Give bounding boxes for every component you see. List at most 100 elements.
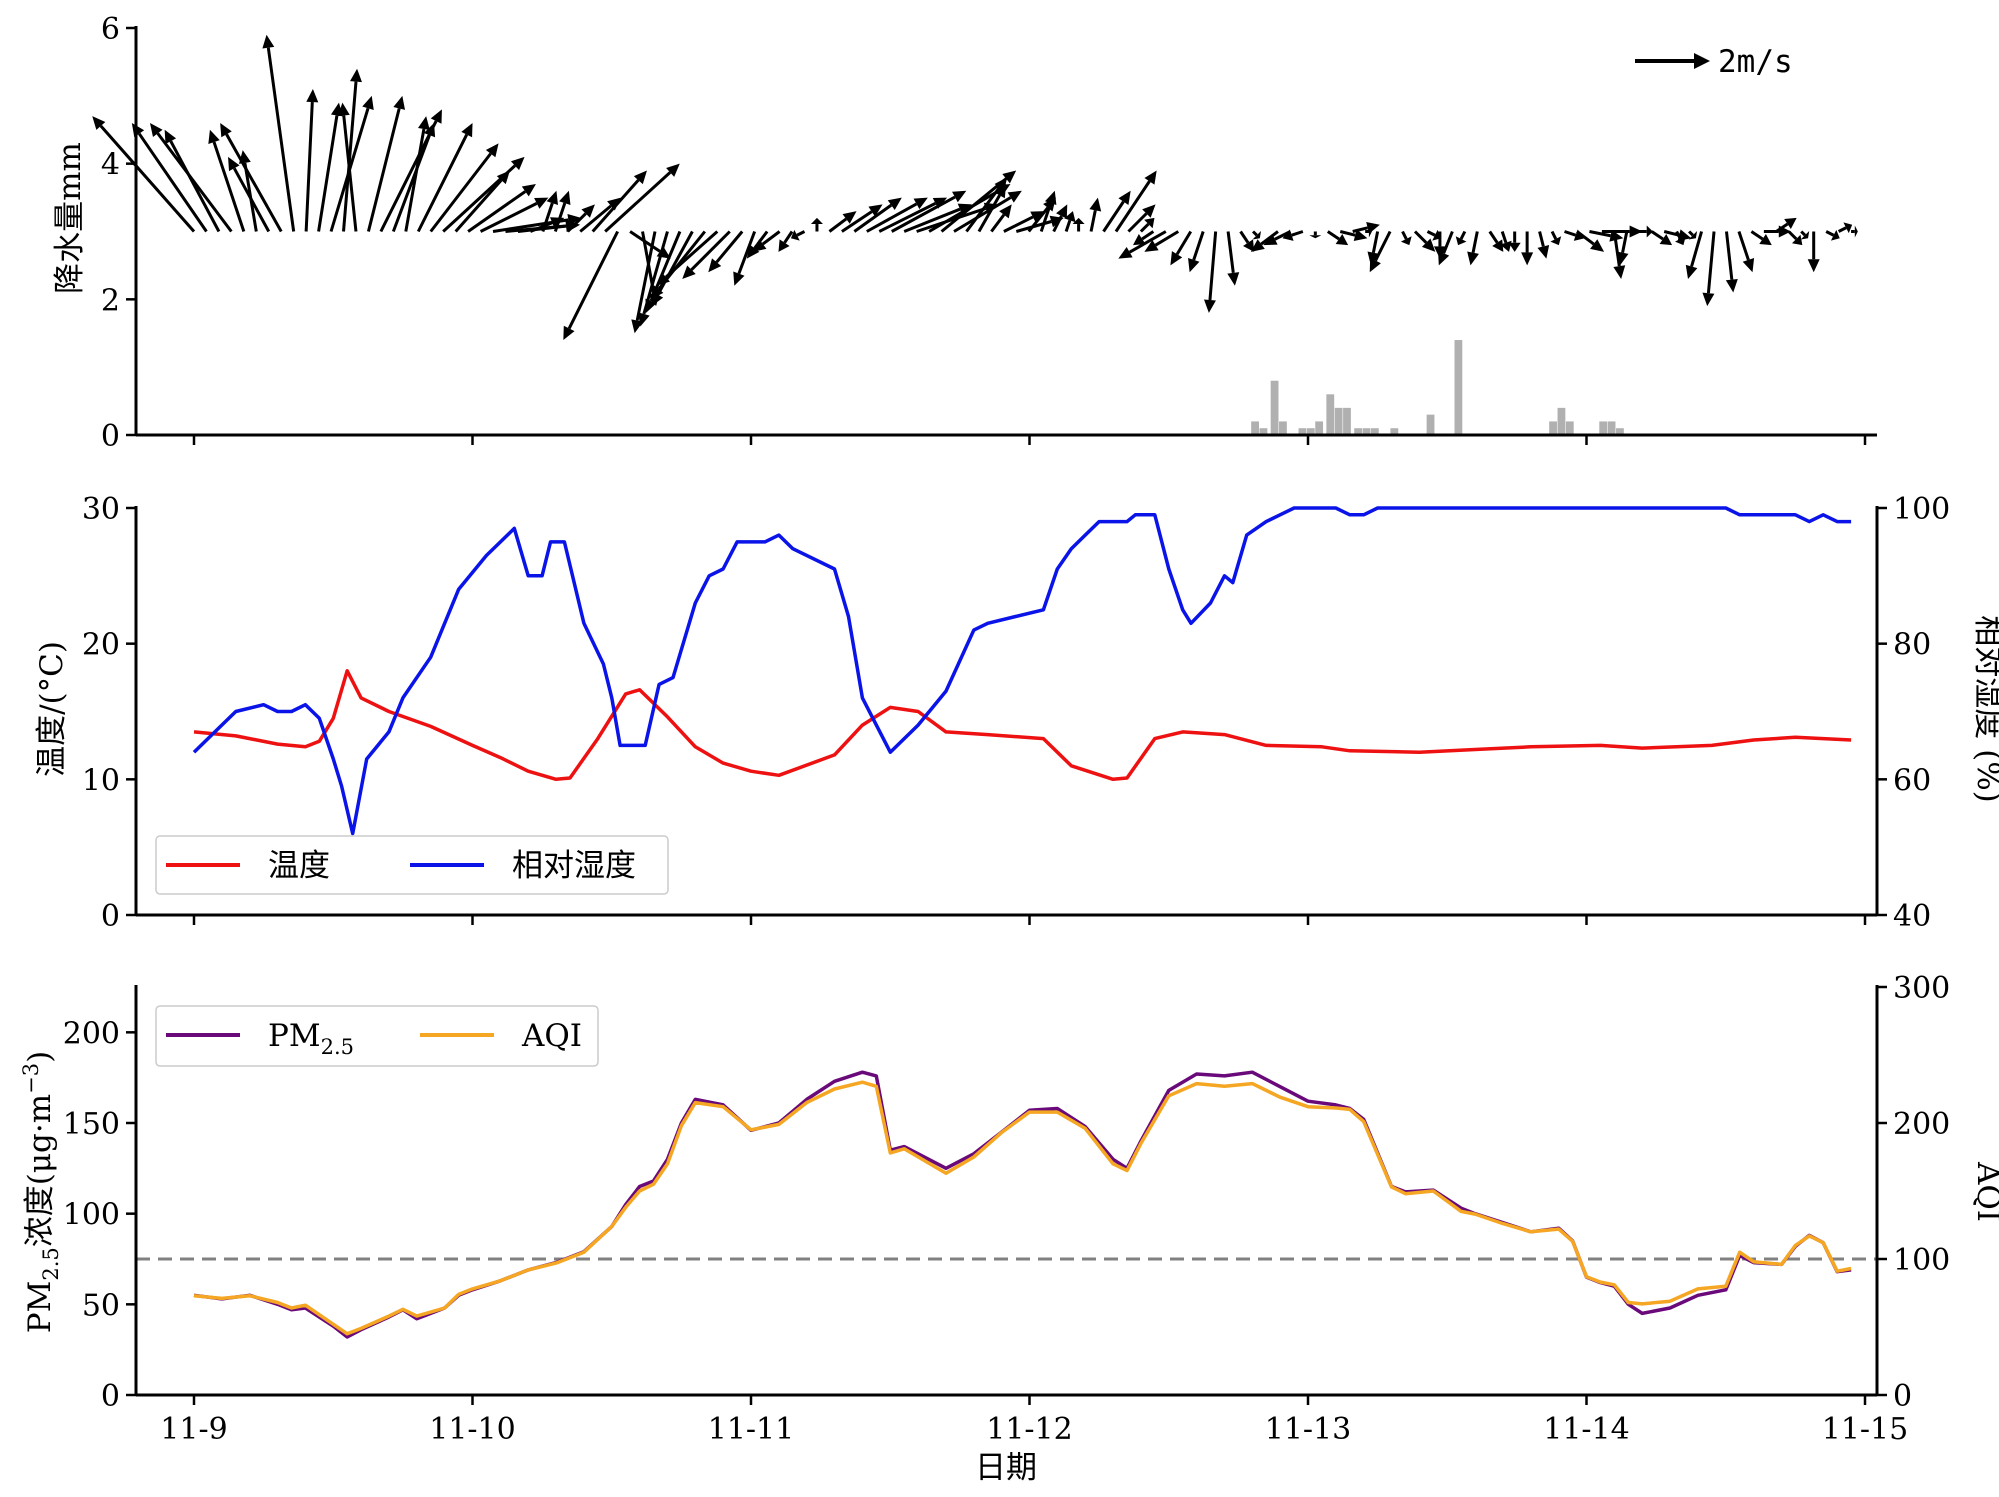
wind-arrowhead (999, 204, 1012, 219)
y-tick-label: 20 (82, 628, 120, 663)
wind-arrow (304, 101, 314, 232)
wind-arrowhead (164, 129, 177, 145)
wind-arrowhead (887, 197, 902, 211)
wind-arrowhead (1688, 230, 1698, 240)
wind-arrow (928, 189, 1001, 233)
precip-bar (1343, 407, 1351, 435)
precip-bar (1270, 380, 1279, 435)
wind-arrow (454, 179, 503, 233)
precip-bar (1306, 428, 1315, 435)
wind-arrow (1550, 230, 1558, 240)
wind-arrow (1064, 219, 1072, 232)
x-tick-label: 11-14 (1543, 1412, 1629, 1447)
series-line (192, 506, 1852, 836)
x-tick-label: 11-13 (1265, 1412, 1351, 1447)
wind-arrow (690, 230, 731, 271)
wind-arrowhead (1500, 240, 1512, 252)
wind-arrow (878, 202, 937, 233)
series-line (193, 1080, 1852, 1336)
wind-arrow (342, 115, 358, 232)
wind-arrow (99, 124, 196, 233)
precip-bar (1426, 414, 1435, 435)
wind-arrowhead (1521, 252, 1534, 266)
wind-arrowhead (208, 129, 220, 144)
precip-bar (1390, 428, 1399, 435)
y2-tick-label: 40 (1893, 899, 1931, 934)
y-tick-label: 30 (82, 492, 120, 527)
wind-arrow (1724, 231, 1734, 280)
wind-arrowhead (1508, 242, 1521, 252)
wind-arrow (1825, 230, 1835, 237)
wind-arrow (1192, 231, 1205, 261)
wind-arrow (1003, 215, 1034, 233)
precip-bar (1549, 421, 1557, 435)
wind-arrow (266, 47, 296, 232)
wind-arrowhead (417, 116, 430, 131)
panel1-axes: 0 2 4 6 (101, 12, 1877, 454)
wind-arrow (1459, 230, 1467, 240)
wind-arrowhead (1144, 170, 1157, 185)
wind-arrow (1089, 210, 1097, 232)
wind-arrow (1688, 230, 1694, 237)
aqi-y-label: AQI (1970, 1161, 1999, 1222)
precip-bar (1370, 428, 1379, 435)
legend-box (155, 1005, 599, 1067)
wind-arrowhead (1843, 222, 1853, 234)
panel2-axes: 0 10 20 30 40 60 80 100 (82, 492, 1950, 934)
wind-arrow (391, 134, 431, 233)
wind-arrowhead (1492, 239, 1504, 252)
x-axis-label: 日期 (975, 1450, 1037, 1486)
wind-arrow (416, 133, 469, 233)
wind-arrowhead (778, 239, 790, 252)
wind-arrowhead (461, 122, 473, 138)
panel-temperature-humidity: 0 10 20 30 40 60 80 100 温度/(°C) 相对湿度 (%) 温度 相对湿… (34, 492, 1999, 934)
wind-arrowhead (1455, 236, 1467, 246)
wind-arrow (225, 133, 283, 233)
legend-label-aqi: AQI (521, 1018, 582, 1054)
series-line (193, 669, 1852, 782)
wind-arrow (953, 196, 1012, 233)
precip-bar (1362, 428, 1371, 435)
wind-arrowhead (1613, 265, 1626, 279)
wind-arrow (156, 132, 233, 233)
panel-precipitation-wind: 2m/s 0 2 4 6 降水量mm (52, 12, 1877, 454)
wind-arrow (1538, 231, 1545, 247)
wind-arrow (604, 171, 672, 233)
wind-arrow (1208, 231, 1218, 301)
wind-arrowhead (1170, 251, 1183, 266)
precip-bar (1279, 421, 1287, 435)
precip-bar (1259, 428, 1268, 435)
wind-arrowhead (1309, 235, 1322, 239)
wind-arrow (635, 231, 657, 321)
wind-arrowhead (485, 143, 499, 158)
wind-arrowhead (952, 190, 967, 203)
y-tick-label: 2 (101, 283, 120, 318)
wind-arrowhead (752, 239, 767, 252)
wind-arrow (1339, 230, 1356, 237)
wind-arrow (841, 210, 873, 233)
wind-arrow (1052, 215, 1063, 233)
wind-arrowhead (362, 95, 374, 111)
wind-arrow (404, 128, 426, 232)
y2-tick-label: 300 (1893, 971, 1950, 1006)
x-tick-label: 11-9 (160, 1412, 227, 1447)
wind-arrowhead (1118, 190, 1131, 205)
wind-arrow (1621, 231, 1629, 253)
wind-arrowhead (306, 89, 319, 103)
wind-arrowhead (1438, 251, 1450, 266)
wind-arrowhead (1263, 233, 1278, 246)
wind-arrowhead (1056, 204, 1068, 219)
wind-arrow (1175, 230, 1193, 256)
wind-arrowhead (682, 265, 696, 279)
wind-arrowhead (581, 204, 595, 218)
wind-arrowhead (913, 197, 928, 210)
precip-bar (1315, 421, 1324, 435)
y2-tick-label: 100 (1893, 1243, 1950, 1278)
wind-arrowhead (1064, 211, 1076, 223)
pm25-aqi-lines (193, 1070, 1852, 1339)
wind-arrow (1139, 222, 1150, 233)
legend-pm25-aqi: PM2.5 AQI (155, 1005, 599, 1067)
wind-arrow (940, 177, 1008, 233)
wind-arrow (1154, 230, 1180, 247)
y-tick-label: 6 (101, 12, 120, 47)
